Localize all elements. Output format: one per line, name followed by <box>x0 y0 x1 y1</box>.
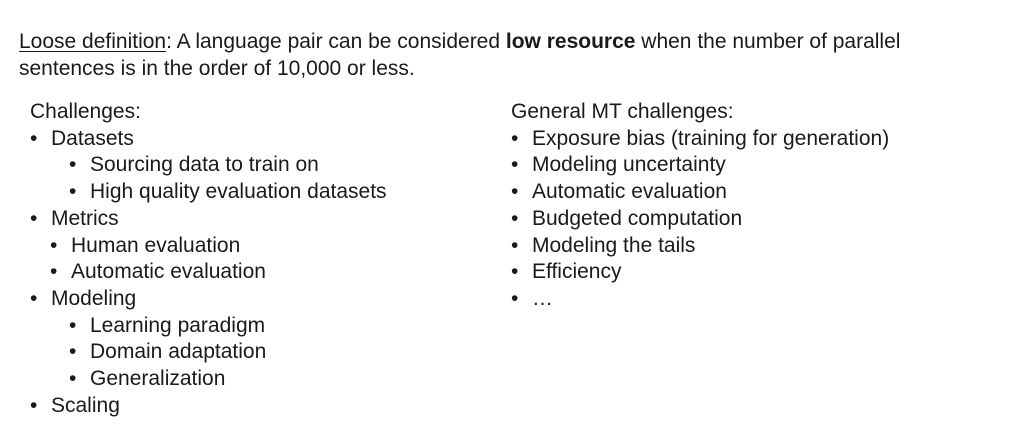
list-item: Metrics Human evaluation Automatic evalu… <box>30 206 387 286</box>
list-item: Budgeted computation <box>511 206 889 233</box>
list-item: Modeling uncertainty <box>511 152 889 179</box>
list-item: Exposure bias (training for generation) <box>511 126 889 153</box>
list-item: High quality evaluation datasets <box>69 179 386 206</box>
challenges-list: Datasets Sourcing data to train on High … <box>30 126 387 420</box>
list-item: Human evaluation <box>50 233 387 260</box>
metrics-label: Metrics <box>51 206 119 230</box>
general-challenges-list: Exposure bias (training for generation) … <box>511 126 889 313</box>
datasets-sublist: Sourcing data to train on High quality e… <box>51 152 387 206</box>
list-item: Generalization <box>69 366 387 393</box>
list-item: Automatic evaluation <box>50 259 387 286</box>
modeling-sublist: Learning paradigm Domain adaptation Gene… <box>51 313 387 393</box>
definition-intro: : A language pair can be considered <box>166 30 506 53</box>
challenges-heading: Challenges: <box>30 100 141 123</box>
list-item: Datasets Sourcing data to train on High … <box>30 126 387 206</box>
metrics-sublist: Human evaluation Automatic evaluation <box>50 233 387 286</box>
datasets-label: Datasets <box>51 126 134 150</box>
definition-bold-phrase: low resource <box>505 30 636 53</box>
general-challenges-heading: General MT challenges: <box>511 100 734 123</box>
list-item: Automatic evaluation <box>511 179 889 206</box>
list-item: Efficiency <box>511 259 889 286</box>
list-item: Scaling <box>30 393 387 420</box>
general-challenges-column: General MT challenges: Exposure bias (tr… <box>511 99 889 313</box>
definition-paragraph: Loose definition: A language pair can be… <box>19 28 999 82</box>
list-item: … <box>511 286 889 313</box>
scaling-label: Scaling <box>51 393 120 417</box>
list-item: Modeling Learning paradigm Domain adapta… <box>30 286 387 393</box>
definition-term: Loose definition <box>19 30 167 53</box>
modeling-label: Modeling <box>51 286 137 310</box>
challenges-column: Challenges: Datasets Sourcing data to tr… <box>30 99 387 419</box>
list-item: Domain adaptation <box>69 339 387 366</box>
list-item: Modeling the tails <box>511 233 889 260</box>
list-item: Sourcing data to train on <box>69 152 387 179</box>
list-item: Learning paradigm <box>69 313 387 340</box>
definition-rest: when the number of parallel sentences is… <box>19 30 901 80</box>
